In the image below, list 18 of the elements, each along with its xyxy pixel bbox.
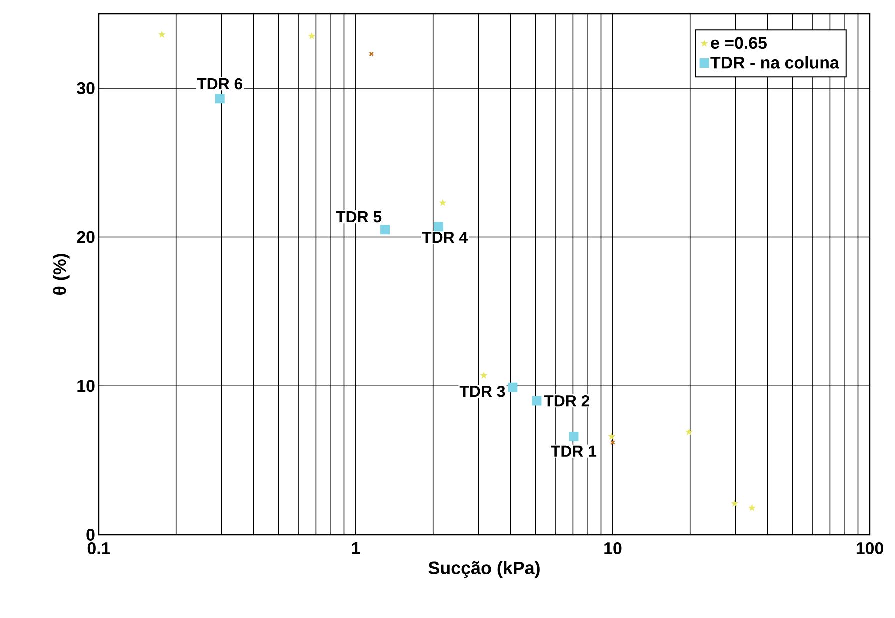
y-tick-label: 30	[77, 82, 95, 94]
legend-label: e =0.65	[711, 37, 767, 50]
x-tick-label: 10	[604, 542, 622, 555]
annotation: TDR 6	[197, 78, 243, 90]
annotation: TDR 3	[460, 386, 506, 398]
x-axis-title: Sucção (kPa)	[428, 561, 540, 578]
annotation: TDR 4	[422, 232, 468, 244]
x-tick-label: 0.1	[88, 542, 110, 555]
y-tick-label: 10	[78, 380, 95, 392]
legend-label: TDR - na coluna	[710, 56, 840, 69]
y-axis-title: θ (%)	[53, 254, 70, 295]
x-tick-label: 100	[856, 542, 884, 555]
x-tick-label: 1	[352, 542, 360, 554]
annotation: TDR 5	[336, 212, 382, 223]
annotation: TDR 1	[551, 446, 597, 457]
annotation: TDR 2	[544, 395, 590, 407]
y-tick-label: 0	[86, 529, 95, 541]
y-tick-label: 20	[77, 231, 95, 244]
